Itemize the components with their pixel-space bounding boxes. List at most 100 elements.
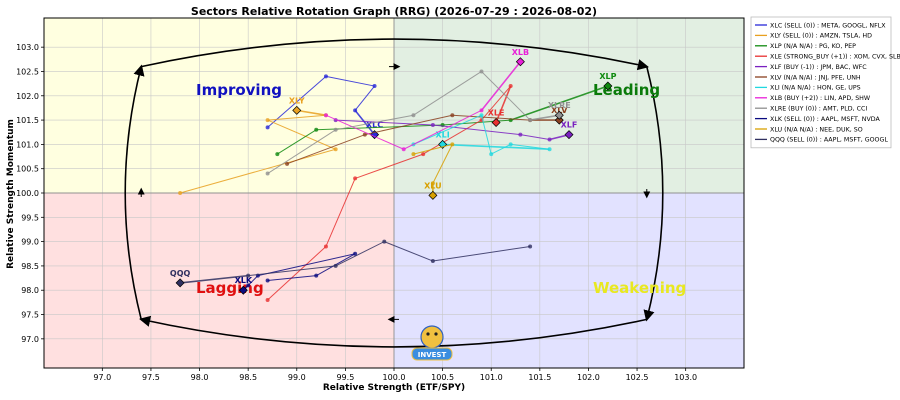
tail-point [528, 244, 533, 249]
tail-segment [481, 115, 492, 155]
y-tick-label: 101.5 [16, 116, 39, 125]
legend-entry: XLF (BUY (-1)) : JPM, BAC, WFC [770, 64, 867, 71]
tail-point [450, 142, 455, 147]
tail-point [265, 125, 270, 130]
legend-entry: XLC (SELL (0)) : META, GOOGL, NFLX [770, 22, 886, 29]
y-tick-label: 100.5 [16, 165, 39, 174]
head-marker-xlre [554, 110, 564, 120]
quadrant-label-lagging: Lagging [196, 279, 264, 297]
tail-segment [442, 143, 550, 151]
tail-segment [277, 129, 317, 155]
quadrant-labels: Improving Leading Lagging Weakening [196, 81, 686, 297]
tail-point [333, 147, 338, 152]
series-xlre: XLRE [265, 69, 571, 176]
rotation-arrow [124, 64, 145, 320]
y-tick-label: 101.0 [16, 140, 39, 149]
symbol-label-xlre: XLRE [548, 101, 571, 110]
legend-entry: XLK (SELL (0)) : AAPL, MSFT, NVDA [770, 116, 881, 123]
tail-segment [335, 119, 433, 126]
logo: INVEST [411, 325, 453, 361]
head-marker-xlk [238, 285, 248, 295]
tail-segment [247, 275, 259, 286]
tail-point [323, 244, 328, 249]
symbol-label-xlv: XLV [551, 106, 568, 115]
tail-segment [413, 114, 482, 145]
legend-entry: QQQ (SELL (0)) : AAPL, MSFT, GOOGL [770, 137, 888, 144]
x-axis-label: Relative Strength (ETF/SPY) [323, 383, 465, 393]
tail-point [362, 132, 367, 137]
tail-point [411, 113, 416, 118]
legend-entry: XLRE (BUY (0)) : AMT, PLD, CCI [770, 106, 867, 113]
tail-segment [335, 241, 385, 267]
axis-ticks: 97.0 97.5 98.0 98.5 99.0 99.5 100.0 100.5 101.0 1… [16, 43, 697, 382]
tail-segment [267, 119, 336, 150]
y-tick-label: 102.5 [16, 67, 39, 76]
y-tick-label: 97.5 [21, 311, 39, 320]
tail-segment [286, 134, 366, 165]
symbol-label-xlp: XLP [599, 72, 616, 81]
tail-point [285, 161, 290, 166]
legend-entry: XLI (N/A N/A) : HON, GE, UPS [770, 85, 861, 92]
legend-entry: XLE (STRONG_BUY (+1)) : XOM, CVX, SLB [770, 54, 900, 61]
tail-point [275, 152, 280, 157]
tail-segment [495, 85, 512, 123]
x-tick-label: 101.0 [480, 373, 503, 382]
y-tick-label: 99.0 [21, 238, 39, 247]
rotation-arrow [141, 38, 649, 71]
tail-segment [354, 85, 375, 111]
tail-point [547, 137, 552, 142]
tail-point [353, 251, 358, 256]
series-xly: XLY [178, 96, 338, 195]
tail-point [353, 176, 358, 181]
legend-box [750, 16, 892, 149]
symbol-label-xlf: XLF [561, 121, 578, 130]
series-tails: XLC XLY XLP XLE XLF XLV XLI XLB XLRE XLK XLU QQQ [170, 48, 617, 302]
tail-segment [180, 274, 249, 284]
tail-point [353, 108, 358, 113]
tail-segment [529, 114, 560, 121]
tail-segment [354, 153, 424, 179]
tail-point [450, 113, 455, 118]
tail-segment [432, 124, 521, 136]
tail-point [479, 108, 484, 113]
x-tick-label: 102.0 [577, 373, 600, 382]
tail-segment [452, 114, 531, 121]
x-tick-label: 100.0 [383, 373, 406, 382]
symbol-label-xle: XLE [488, 109, 505, 118]
head-marker-xlp [603, 81, 613, 91]
head-marker-xlb [515, 57, 525, 67]
tail-point [246, 273, 251, 278]
tail-point [479, 69, 484, 74]
tail-segment [335, 114, 414, 131]
x-tick-label: 101.5 [528, 373, 551, 382]
tail-point [265, 278, 270, 283]
legend-entry: XLV (N/A N/A) : JNJ, PFE, UNH [770, 74, 861, 81]
tail-point [265, 297, 270, 302]
tail-point [265, 118, 270, 123]
series-qqq: QQQ [170, 239, 533, 288]
quadrant-label-leading: Leading [593, 81, 660, 99]
series-xle: XLE [265, 84, 513, 302]
tail-point [528, 118, 533, 123]
tail-point [333, 263, 338, 268]
tail-segment [481, 71, 531, 121]
tail-point [411, 152, 416, 157]
x-tick-label: 98.5 [239, 373, 257, 382]
y-tick-label: 97.0 [21, 335, 39, 344]
x-tick-label: 98.0 [191, 373, 209, 382]
head-marker-xly [292, 105, 302, 115]
tail-segment [325, 114, 404, 150]
tail-segment [422, 119, 482, 155]
x-tick-label: 97.0 [93, 373, 111, 382]
series-xlf: XLF [333, 118, 578, 142]
quadrant-label-weakening: Weakening [593, 279, 686, 297]
tail-point [333, 127, 338, 132]
tail-segment [267, 114, 326, 121]
tail-point [178, 191, 183, 195]
tail-segment [520, 134, 550, 141]
head-marker-xlf [564, 130, 574, 140]
symbol-label-qqq: QQQ [170, 269, 191, 278]
tail-point [372, 84, 377, 89]
chart-title: Sectors Relative Rotation Graph (RRG) (2… [191, 5, 597, 18]
